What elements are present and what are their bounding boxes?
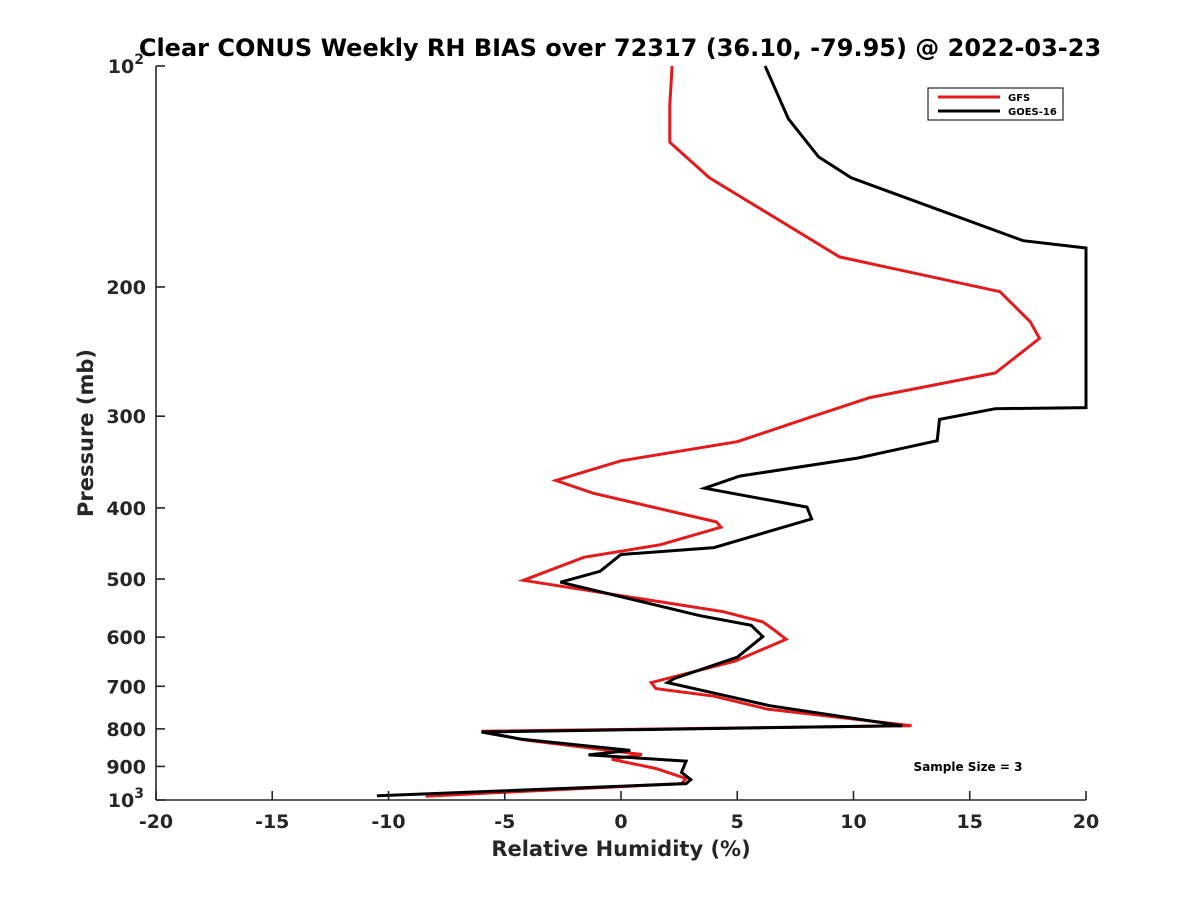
x-tick-label: -15 — [255, 811, 289, 833]
series-line-goes-16 — [376, 65, 1088, 798]
x-tick-label: 5 — [731, 811, 744, 833]
y-tick-label: 500 — [106, 569, 146, 591]
x-tick-label: -5 — [494, 811, 515, 833]
legend-entry-label: GFS — [1008, 93, 1030, 104]
y-ticks: 200 300 400 500 600 700 800 900 102 103 — [106, 52, 165, 812]
x-tick-label: 10 — [840, 811, 866, 833]
y-axis-label: Pressure (mb) — [74, 349, 98, 517]
y-tick-label: 200 — [106, 277, 146, 299]
legend-box — [927, 87, 1064, 121]
y-tick-label: 900 — [106, 756, 146, 778]
y-tick-label-pow: 103 — [108, 786, 144, 812]
y-tick-label: 600 — [106, 627, 146, 649]
plot-area — [155, 66, 1086, 801]
series-layer — [376, 65, 1088, 798]
chart-title: Clear CONUS Weekly RH BIAS over 72317 (3… — [139, 34, 1101, 62]
x-ticks: -20 -15 -10 -5 0 5 10 15 20 — [139, 791, 1099, 833]
series-line-gfs — [425, 65, 1042, 798]
y-tick-label-pow: 102 — [108, 52, 144, 78]
x-tick-label: 0 — [614, 811, 627, 833]
sample-size-note: Sample Size = 3 — [914, 760, 1023, 774]
legend: GFS GOES-16 — [927, 87, 1064, 121]
x-tick-label: -10 — [371, 811, 405, 833]
y-tick-label: 700 — [106, 676, 146, 698]
y-tick-label: 400 — [106, 498, 146, 520]
x-tick-label: 20 — [1073, 811, 1099, 833]
y-tick-label: 300 — [106, 406, 146, 428]
legend-entry-label: GOES-16 — [1008, 107, 1057, 118]
y-tick-label: 800 — [106, 719, 146, 741]
x-tick-label: 15 — [957, 811, 983, 833]
x-tick-label: -20 — [139, 811, 173, 833]
x-axis-label: Relative Humidity (%) — [491, 837, 750, 861]
